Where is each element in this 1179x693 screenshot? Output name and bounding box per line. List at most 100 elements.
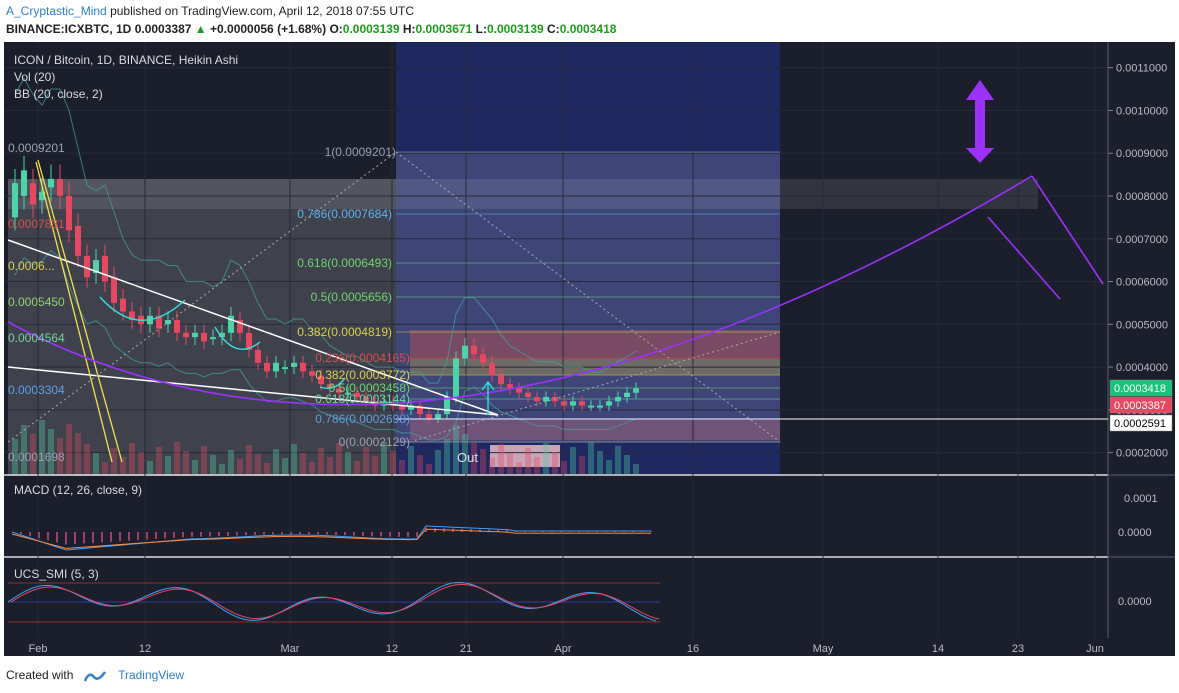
candle-body[interactable]: [291, 362, 297, 368]
candle-body[interactable]: [12, 183, 18, 218]
candle-body[interactable]: [579, 401, 585, 406]
candle-body[interactable]: [246, 332, 252, 350]
volume-bar: [417, 455, 423, 474]
candle-body[interactable]: [309, 371, 315, 376]
volume-bar: [435, 450, 441, 474]
tradingview-link[interactable]: TradingView: [118, 668, 185, 682]
candle-body[interactable]: [48, 178, 54, 188]
x-tick-label: 14: [932, 643, 944, 655]
candle-body[interactable]: [102, 255, 108, 282]
candle-body[interactable]: [183, 332, 189, 338]
candle-body[interactable]: [282, 367, 288, 370]
candle-body[interactable]: [219, 332, 225, 338]
candle-body[interactable]: [606, 401, 612, 406]
candle-body[interactable]: [129, 311, 135, 321]
candle-body[interactable]: [93, 260, 99, 273]
macd-pane[interactable]: [4, 476, 1108, 556]
volume-bar: [552, 452, 558, 474]
handle-path-2[interactable]: [987, 216, 1061, 300]
candle-body[interactable]: [489, 362, 495, 376]
candle-body[interactable]: [66, 195, 72, 231]
candle-body[interactable]: [408, 405, 414, 410]
price-axis[interactable]: [1108, 42, 1175, 638]
candle-body[interactable]: [462, 345, 468, 359]
volume-bar: [534, 457, 540, 474]
bb-upper: [14, 77, 637, 384]
candle-body[interactable]: [84, 255, 90, 278]
candle-body[interactable]: [633, 388, 639, 393]
trendline-upper[interactable]: [7, 239, 499, 416]
candle-body[interactable]: [507, 384, 513, 389]
candle-body[interactable]: [588, 405, 594, 408]
candle-body[interactable]: [165, 320, 171, 325]
candle-body[interactable]: [399, 405, 405, 410]
candle-body[interactable]: [255, 349, 261, 363]
candle-body[interactable]: [336, 388, 342, 393]
volume-bar: [363, 447, 369, 474]
candle-body[interactable]: [156, 315, 162, 329]
candle-body[interactable]: [354, 392, 360, 398]
fib-right-label: 0.618(0.0006493): [297, 256, 392, 270]
candle-body[interactable]: [597, 405, 603, 408]
cup-curve[interactable]: [7, 175, 1033, 406]
chart-canvas[interactable]: 0.0009201 0.0007831 0.0006... 0.0005450 0.00…: [0, 42, 1179, 660]
smi-pane[interactable]: [4, 558, 1108, 638]
candle-body[interactable]: [30, 183, 36, 205]
candle-body[interactable]: [120, 298, 126, 312]
candle-body[interactable]: [570, 401, 576, 406]
fib-diagonal: [7, 151, 397, 443]
volume-bar: [597, 451, 603, 474]
candle-body[interactable]: [480, 354, 486, 363]
candle-body[interactable]: [426, 414, 432, 419]
candle-body[interactable]: [273, 362, 279, 372]
handle-path-1[interactable]: [1031, 175, 1104, 285]
fib-right-label: 0.786(0.0002698): [315, 412, 410, 426]
candle-body[interactable]: [453, 358, 459, 398]
candle-body[interactable]: [525, 392, 531, 398]
candle-body[interactable]: [534, 397, 540, 402]
candle-body[interactable]: [75, 225, 81, 256]
candle-body[interactable]: [516, 388, 522, 393]
time-axis[interactable]: [4, 638, 1175, 656]
candle-body[interactable]: [624, 392, 630, 398]
volume-bar: [444, 439, 450, 474]
candle-body[interactable]: [210, 337, 216, 340]
trendline-yellow-2[interactable]: [37, 159, 123, 463]
x-tick-label: 21: [460, 643, 472, 655]
y-tick-label: 0.0006000: [1116, 277, 1168, 289]
candle-body[interactable]: [264, 362, 270, 372]
trendline-yellow-1[interactable]: [35, 161, 113, 463]
volume-bar: [120, 457, 126, 474]
candle-body[interactable]: [561, 401, 567, 406]
candle-body[interactable]: [543, 397, 549, 402]
price-badge: [1109, 414, 1173, 432]
candle-body[interactable]: [201, 332, 207, 342]
candle-body[interactable]: [471, 345, 477, 355]
candle-body[interactable]: [363, 397, 369, 402]
fib-diagonal-3: [409, 331, 781, 443]
candle-body[interactable]: [57, 178, 63, 196]
candle-body[interactable]: [444, 397, 450, 415]
candle-body[interactable]: [345, 392, 351, 395]
candle-body[interactable]: [174, 320, 180, 333]
candle-body[interactable]: [498, 375, 504, 385]
tradingview-logo-icon[interactable]: [83, 669, 107, 683]
candle-body[interactable]: [417, 405, 423, 415]
candle-body[interactable]: [318, 375, 324, 385]
smi-legend: UCS_SMI (5, 3): [14, 567, 99, 581]
volume-bar: [264, 463, 270, 474]
candle-body[interactable]: [615, 397, 621, 402]
candle-body[interactable]: [228, 315, 234, 333]
macd-legend: MACD (12, 26, close, 9): [14, 483, 142, 497]
volume-bar: [462, 434, 468, 474]
candle-body[interactable]: [327, 384, 333, 389]
candle-body[interactable]: [300, 362, 306, 372]
candle-body[interactable]: [39, 191, 45, 201]
author-link[interactable]: A_Cryptastic_Mind: [6, 4, 107, 18]
candle-body[interactable]: [21, 170, 27, 196]
candle-body[interactable]: [192, 332, 198, 338]
candle-body[interactable]: [435, 414, 441, 419]
candle-body[interactable]: [111, 277, 117, 303]
candle-body[interactable]: [237, 320, 243, 333]
fib-left-label: 0.0001698: [8, 450, 65, 464]
